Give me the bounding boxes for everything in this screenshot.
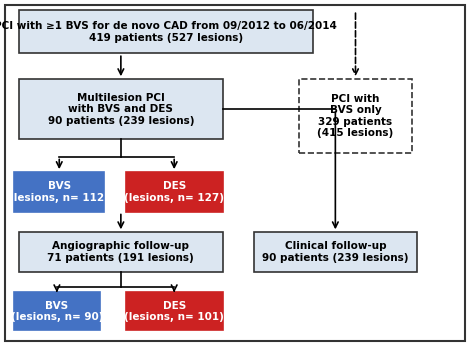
Text: BVS
(lesions, n= 90): BVS (lesions, n= 90) <box>10 301 103 322</box>
FancyBboxPatch shape <box>126 172 223 212</box>
FancyBboxPatch shape <box>5 5 465 341</box>
FancyBboxPatch shape <box>19 232 223 272</box>
Text: Multilesion PCI
with BVS and DES
90 patients (239 lesions): Multilesion PCI with BVS and DES 90 pati… <box>47 93 194 126</box>
Text: Angiographic follow-up
71 patients (191 lesions): Angiographic follow-up 71 patients (191 … <box>47 241 194 263</box>
Text: PCI with ≥1 BVS for de novo CAD from 09/2012 to 06/2014
419 patients (527 lesion: PCI with ≥1 BVS for de novo CAD from 09/… <box>0 21 337 43</box>
FancyBboxPatch shape <box>14 292 100 330</box>
Text: DES
(lesions, n= 101): DES (lesions, n= 101) <box>124 301 224 322</box>
FancyBboxPatch shape <box>19 79 223 139</box>
FancyBboxPatch shape <box>299 79 412 153</box>
FancyBboxPatch shape <box>14 172 104 212</box>
FancyBboxPatch shape <box>254 232 417 272</box>
Text: DES
(lesions, n= 127): DES (lesions, n= 127) <box>124 181 224 203</box>
Text: BVS
(lesions, n= 112): BVS (lesions, n= 112) <box>9 181 109 203</box>
Text: Clinical follow-up
90 patients (239 lesions): Clinical follow-up 90 patients (239 lesi… <box>262 241 409 263</box>
Text: PCI with
BVS only
329 patients
(415 lesions): PCI with BVS only 329 patients (415 lesi… <box>318 94 393 139</box>
FancyBboxPatch shape <box>126 292 223 330</box>
FancyBboxPatch shape <box>19 10 313 53</box>
